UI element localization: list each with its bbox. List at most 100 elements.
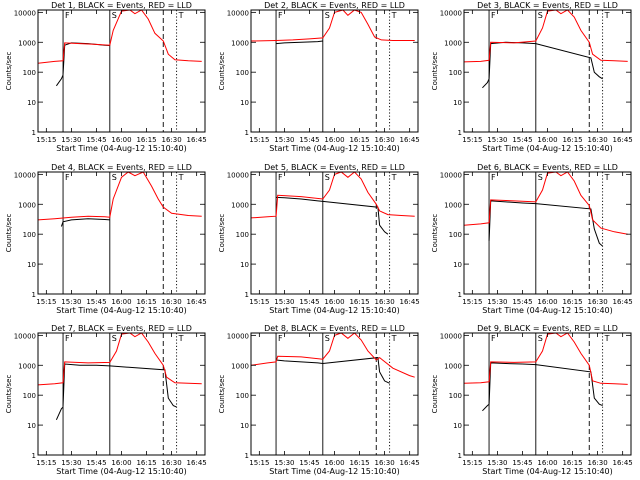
y-axis-label: Counts/sec bbox=[5, 52, 13, 91]
series-events bbox=[55, 363, 177, 421]
y-tick-label: 1000 bbox=[18, 362, 36, 370]
marker-letter: S bbox=[325, 334, 330, 343]
series-events bbox=[482, 41, 603, 89]
x-tick-label: 16:30 bbox=[375, 459, 395, 467]
y-tick-label: 1000 bbox=[231, 39, 249, 47]
x-tick-label: 16:00 bbox=[111, 298, 131, 306]
x-tick-label: 16:45 bbox=[187, 459, 207, 467]
marker-letter: S bbox=[538, 11, 543, 20]
y-axis-label: Counts/sec bbox=[218, 52, 226, 91]
marker-letter: F bbox=[491, 334, 496, 343]
marker-letter: S bbox=[325, 173, 330, 182]
marker-letter: F bbox=[278, 334, 283, 343]
x-tick-label: 16:45 bbox=[400, 298, 420, 306]
marker-letter: T bbox=[604, 11, 610, 20]
y-tick-label: 100 bbox=[236, 392, 249, 400]
series-lld bbox=[250, 9, 415, 42]
panel-title: Det 1, BLACK = Events, RED = LLD bbox=[51, 1, 192, 10]
y-tick-label: 10000 bbox=[440, 171, 462, 179]
y-tick-label: 1 bbox=[245, 291, 249, 299]
marker-letter: T bbox=[604, 334, 610, 343]
x-tick-label: 16:00 bbox=[111, 136, 131, 144]
series-lld bbox=[37, 332, 202, 386]
y-tick-label: 1000 bbox=[444, 39, 462, 47]
panel-title: Det 5, BLACK = Events, RED = LLD bbox=[264, 163, 405, 172]
y-tick-label: 1000 bbox=[444, 362, 462, 370]
x-axis-label: Start Time (04-Aug-12 15:10:40) bbox=[269, 306, 400, 315]
x-axis-label: Start Time (04-Aug-12 15:10:40) bbox=[482, 467, 613, 476]
x-tick-label: 16:30 bbox=[162, 136, 182, 144]
y-tick-label: 1 bbox=[32, 452, 36, 460]
series-lld bbox=[463, 9, 628, 63]
x-tick-label: 16:00 bbox=[111, 459, 131, 467]
y-tick-label: 1 bbox=[458, 129, 462, 137]
x-axis-label: Start Time (04-Aug-12 15:10:40) bbox=[269, 467, 400, 476]
y-tick-label: 1000 bbox=[18, 39, 36, 47]
x-tick-label: 15:15 bbox=[36, 136, 56, 144]
x-tick-label: 15:45 bbox=[299, 136, 319, 144]
x-tick-label: 16:15 bbox=[349, 298, 369, 306]
x-tick-label: 15:15 bbox=[36, 459, 56, 467]
y-tick-label: 10 bbox=[240, 99, 249, 107]
x-tick-label: 16:45 bbox=[613, 298, 633, 306]
x-tick-label: 15:30 bbox=[61, 136, 81, 144]
marker-letter: F bbox=[278, 173, 283, 182]
x-tick-label: 15:30 bbox=[61, 298, 81, 306]
x-tick-label: 15:30 bbox=[61, 459, 81, 467]
y-tick-label: 10000 bbox=[227, 332, 249, 340]
x-tick-label: 16:00 bbox=[324, 459, 344, 467]
y-tick-label: 100 bbox=[449, 231, 462, 239]
y-tick-label: 1000 bbox=[231, 201, 249, 209]
y-tick-label: 100 bbox=[23, 392, 36, 400]
y-tick-label: 100 bbox=[23, 231, 36, 239]
marker-letter: S bbox=[112, 11, 117, 20]
y-axis-label: Counts/sec bbox=[5, 375, 13, 414]
y-tick-label: 10 bbox=[453, 261, 462, 269]
x-tick-label: 16:45 bbox=[613, 459, 633, 467]
marker-letter: S bbox=[112, 173, 117, 182]
x-tick-label: 16:15 bbox=[136, 136, 156, 144]
y-tick-label: 10000 bbox=[440, 332, 462, 340]
x-tick-label: 16:00 bbox=[537, 136, 557, 144]
x-axis-label: Start Time (04-Aug-12 15:10:40) bbox=[56, 306, 187, 315]
y-axis-label: Counts/sec bbox=[218, 375, 226, 414]
y-tick-label: 1 bbox=[458, 291, 462, 299]
x-tick-label: 16:00 bbox=[537, 459, 557, 467]
x-tick-label: 15:45 bbox=[299, 459, 319, 467]
y-tick-label: 10 bbox=[453, 99, 462, 107]
series-events bbox=[482, 362, 603, 412]
y-tick-label: 10 bbox=[27, 99, 36, 107]
marker-letter: F bbox=[491, 173, 496, 182]
x-tick-label: 16:15 bbox=[136, 298, 156, 306]
marker-letter: T bbox=[391, 334, 397, 343]
series-events bbox=[276, 357, 390, 384]
x-tick-label: 16:30 bbox=[375, 136, 395, 144]
x-tick-label: 16:15 bbox=[562, 459, 582, 467]
x-tick-label: 15:30 bbox=[274, 136, 294, 144]
x-tick-label: 16:30 bbox=[162, 459, 182, 467]
y-axis-label: Counts/sec bbox=[5, 214, 13, 253]
x-tick-label: 15:45 bbox=[512, 136, 532, 144]
x-tick-label: 16:30 bbox=[162, 298, 182, 306]
x-tick-label: 16:45 bbox=[187, 136, 207, 144]
x-tick-label: 16:30 bbox=[588, 298, 608, 306]
y-tick-label: 1000 bbox=[444, 201, 462, 209]
x-tick-label: 15:15 bbox=[462, 298, 482, 306]
y-tick-label: 1 bbox=[245, 129, 249, 137]
y-tick-label: 10000 bbox=[227, 171, 249, 179]
series-events bbox=[276, 196, 389, 235]
y-axis-label: Counts/sec bbox=[218, 214, 226, 253]
x-tick-label: 15:30 bbox=[487, 459, 507, 467]
series-lld bbox=[37, 171, 202, 221]
y-axis-label: Counts/sec bbox=[431, 214, 439, 253]
x-tick-label: 16:30 bbox=[588, 136, 608, 144]
series-lld bbox=[463, 171, 628, 235]
marker-letter: F bbox=[278, 11, 283, 20]
x-tick-label: 16:45 bbox=[400, 136, 420, 144]
